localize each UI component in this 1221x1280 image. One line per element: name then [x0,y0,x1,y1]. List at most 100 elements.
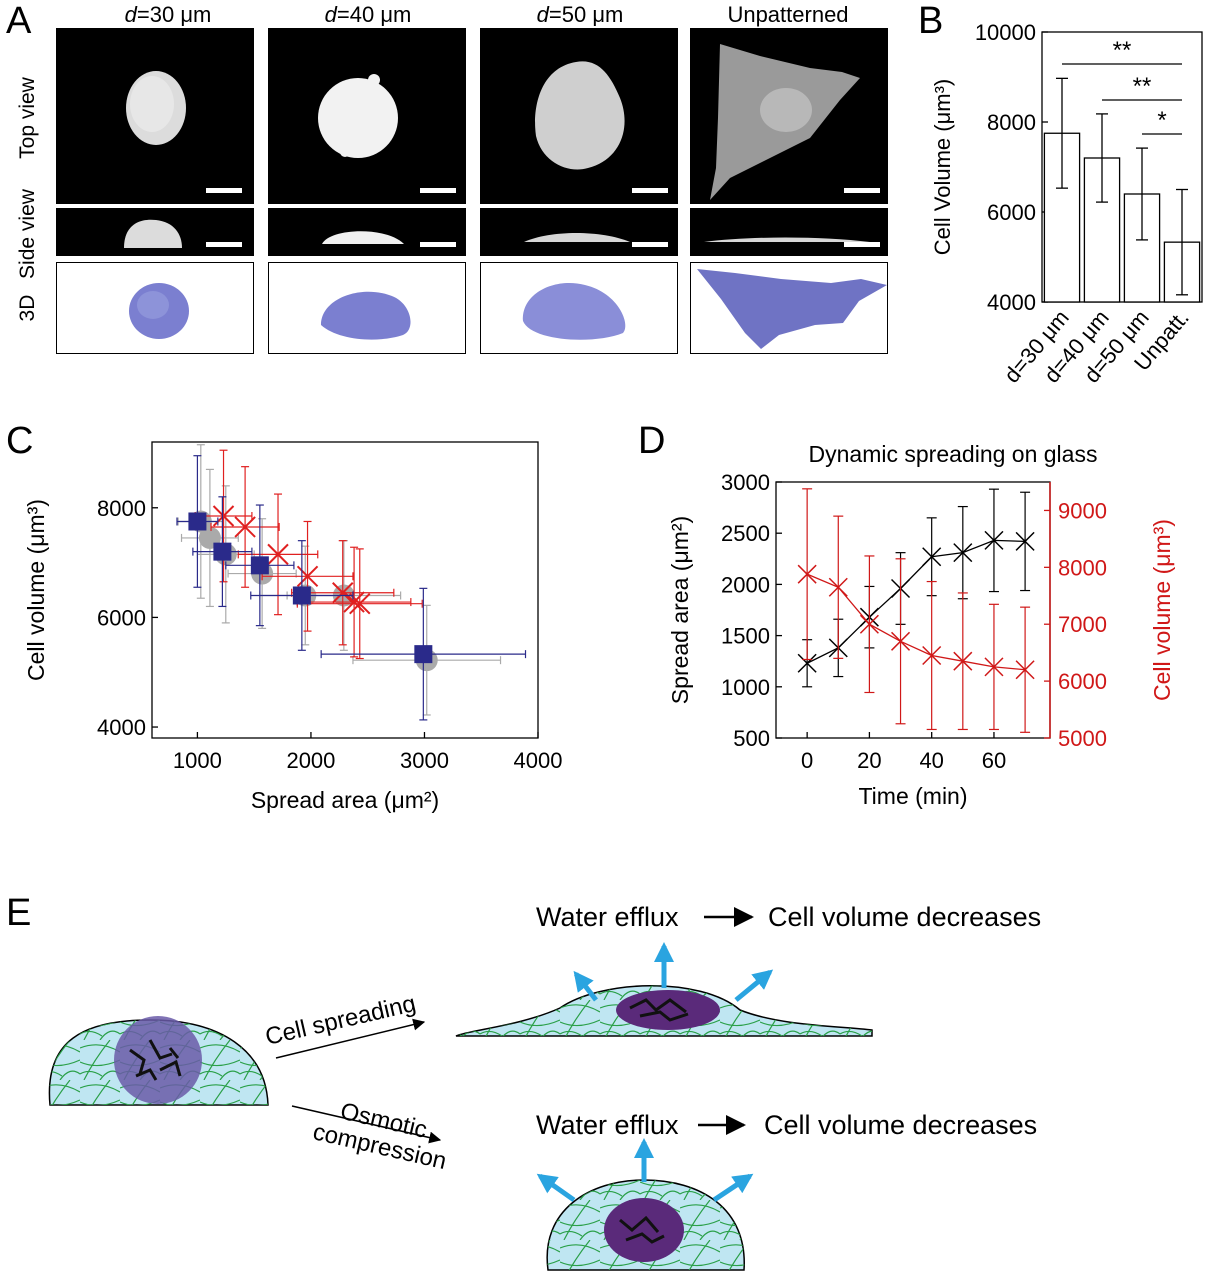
scale-bar [206,242,242,247]
significance-label: ** [1113,37,1132,64]
plot-frame [775,481,1051,739]
y-right-tick-label: 7000 [1058,612,1107,637]
schematic-e: Cell spreading Osmotic compression Water… [48,902,1041,1271]
y-tick-label: 8000 [97,496,146,521]
render-3d-unpatterned [690,262,888,354]
render-3d-40 [268,262,466,354]
plot-frame [1041,31,1203,303]
scale-bar [844,242,880,247]
plot-frame [151,441,539,739]
col-title-4: Unpatterned [727,2,849,27]
y-tick-label: 2000 [721,572,770,597]
y-tick-label: 4000 [987,290,1036,315]
top-view-50 [480,28,678,204]
y-right-tick-label: 9000 [1058,498,1107,523]
data-point-x [234,516,256,538]
scale-bar [420,242,456,247]
x-tick-label: 60 [982,748,1006,773]
y-tick-label: 6000 [987,200,1036,225]
data-point-x [212,505,235,527]
y-tick-label: 6000 [97,605,146,630]
x-tick-label: 2000 [286,748,335,773]
y-tick-label: 3000 [721,470,770,495]
y-axis-label: Spread area (μm²) [667,516,693,704]
row-label-3d: 3D [16,294,39,322]
panel-e-label: E [6,892,32,934]
cell-initial [48,1016,269,1106]
col-title-3: d=50 μm [536,2,624,27]
top-view-40 [268,28,466,204]
scale-bar [420,188,456,193]
panel-d-label: D [638,420,666,462]
top-view-30 [56,28,254,204]
col-title-2: d=40 μm [324,2,412,27]
top-view-unpatterned [690,28,888,204]
series-line [806,539,1026,664]
scale-bar [844,188,880,193]
y-right-tick-label: 8000 [1058,555,1107,580]
x-tick-label: 3000 [400,748,449,773]
x-tick-label: 4000 [514,748,563,773]
cell-spread [455,942,873,1037]
y-axis-label: Cell volume (μm³) [23,499,49,681]
data-point-square [292,586,311,605]
panel-c-label: C [6,420,34,462]
top-water-efflux: Water efflux [536,902,679,932]
data-point-x [797,564,817,584]
scale-bar [632,242,668,247]
y-axis-label: Cell Volume (μm³) [930,79,955,255]
data-point-x [797,653,817,673]
bottom-volume-decreases: Cell volume decreases [764,1110,1037,1140]
x-tick-label: 20 [857,748,881,773]
data-point-x [296,565,319,588]
data-point-square [414,645,433,664]
data-point-square [213,542,232,561]
chart-d: Dynamic spreading on glass 0 20 40 60 500 1000… [667,441,1175,809]
row-label-top: Top view [16,77,39,159]
render-3d-30 [56,262,254,354]
panel-b-label: B [918,0,944,42]
data-point-x [349,592,371,615]
y-tick-label: 10000 [975,20,1036,45]
chart-c: 1000 2000 3000 4000 4000 6000 8000 Spread area … [23,441,563,813]
significance-label: ** [1133,73,1152,100]
arrow-spreading [275,1018,426,1059]
y-tick-label: 8000 [987,110,1036,135]
side-view-30 [56,208,254,256]
data-point-x [343,591,365,613]
scale-bar [206,188,242,193]
y-right-axis-label: Cell volume (μm³) [1149,519,1175,701]
y-right-tick-label: 5000 [1058,726,1107,751]
data-point-x [332,582,354,604]
data-point-x [267,543,289,566]
x-tick-label: 40 [919,748,943,773]
x-axis-label: Time (min) [858,783,967,809]
panel-a-label: A [6,0,32,42]
col-title-1: d=30 μm [124,2,212,27]
x-tick-label: 0 [801,748,813,773]
data-point-square [250,556,269,575]
y-tick-label: 2500 [721,521,770,546]
data-point-x [1015,660,1035,680]
scale-bar [632,188,668,193]
top-volume-decreases: Cell volume decreases [768,902,1041,932]
y-right-tick-label: 6000 [1058,669,1107,694]
data-point-square [188,512,207,531]
y-tick-label: 4000 [97,715,146,740]
side-view-unpatterned [690,208,888,256]
side-view-40 [268,208,466,256]
cell-compressed [536,1138,754,1271]
side-view-50 [480,208,678,256]
data-point-x [1015,531,1035,551]
bottom-water-efflux: Water efflux [536,1110,679,1140]
x-axis-label: Spread area (μm²) [251,787,439,813]
y-tick-label: 1000 [721,675,770,700]
y-tick-label: 500 [733,726,770,751]
arrow-compression [291,1105,442,1144]
render-3d-50 [480,262,678,354]
significance-label: * [1157,107,1166,134]
chart-title: Dynamic spreading on glass [809,441,1098,467]
y-tick-label: 1500 [721,624,770,649]
